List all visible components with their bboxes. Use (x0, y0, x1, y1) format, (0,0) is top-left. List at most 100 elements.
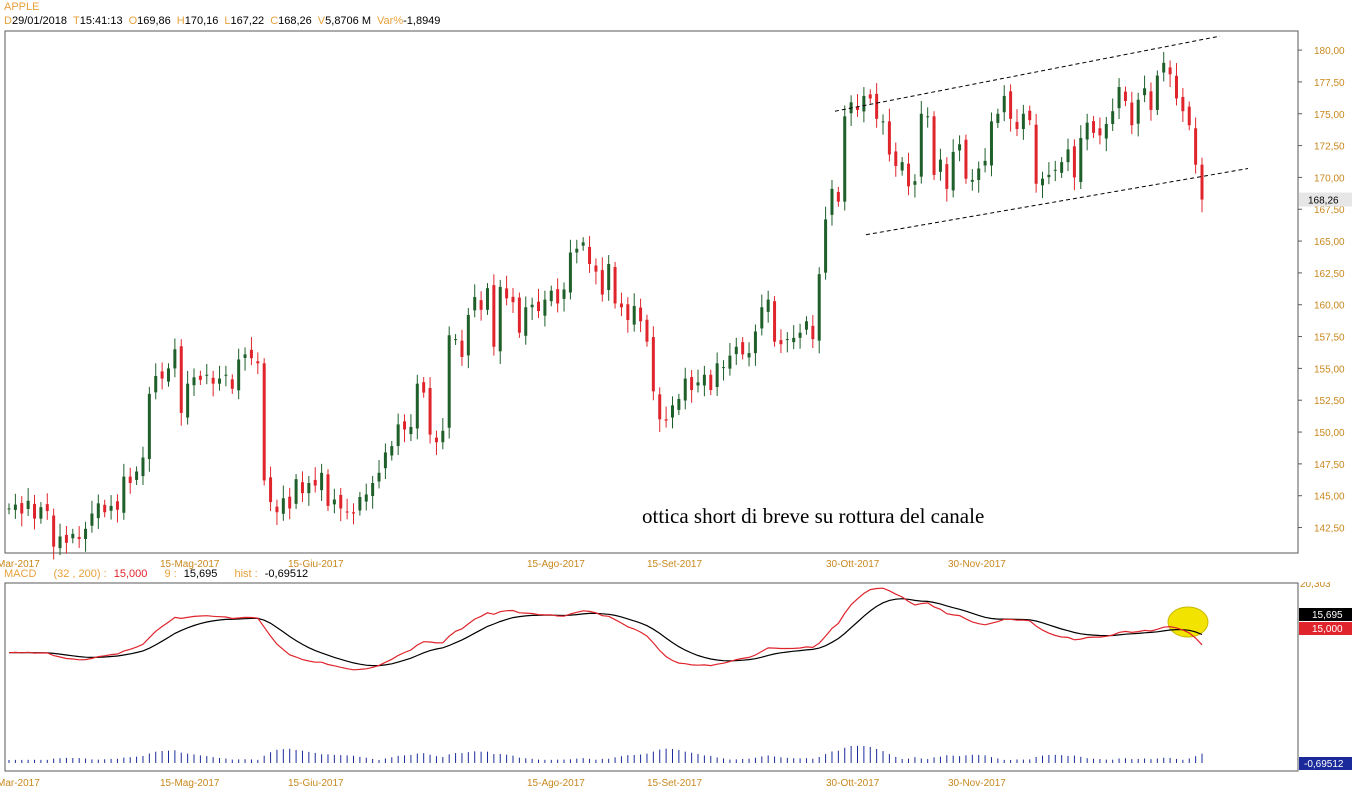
candle-body (383, 452, 387, 469)
candle-body (160, 371, 164, 379)
macd-value: 15,000 (113, 568, 148, 580)
candle (728, 342, 732, 376)
info-value: 168,26 (278, 15, 312, 27)
candle-body (122, 476, 126, 513)
price-tick-label: 175,00 (1314, 110, 1345, 121)
candle-body (77, 536, 81, 539)
candle (186, 370, 190, 425)
candle (894, 142, 898, 177)
macd-date-axis: Mar-2017 15-Mag-2017 15-Giu-2017 15-Ago-201… (0, 778, 1006, 789)
candle-body (498, 286, 502, 352)
candle (977, 161, 981, 193)
candle-body (1143, 88, 1147, 96)
candle-body (256, 361, 260, 364)
candle-body (1174, 75, 1178, 99)
info-value: 167,22 (230, 15, 265, 27)
info-key: T (73, 15, 80, 27)
candle-body (1162, 62, 1166, 73)
candle-body (218, 378, 222, 384)
candle-body (575, 248, 579, 253)
candle-body (1015, 121, 1019, 130)
candle (505, 275, 509, 306)
candle (1174, 63, 1178, 106)
candle (607, 255, 611, 301)
candle (1136, 92, 1140, 137)
candle-body (549, 290, 553, 302)
candle (702, 365, 706, 397)
candle (249, 337, 253, 366)
info-value: -1,8949 (403, 15, 441, 27)
candle-body (262, 363, 266, 481)
candle-body (485, 288, 489, 310)
candle (722, 360, 726, 381)
candle (262, 358, 266, 486)
macd-label: MACD (4, 568, 37, 580)
candle (1123, 86, 1127, 107)
candle (485, 283, 489, 315)
candle-body (1155, 75, 1159, 110)
candle (900, 157, 904, 176)
candle-body (13, 504, 17, 510)
candle-body (779, 340, 783, 345)
candle-body (989, 121, 993, 166)
candle-body (919, 113, 923, 177)
candle-body (626, 304, 630, 321)
candle (211, 370, 215, 397)
candle (409, 414, 413, 442)
candle (1168, 60, 1172, 88)
price-chart[interactable]: 142,50 145,00 147,50 150,00 152,50 155,00 157,… (0, 30, 1352, 570)
candle-body (313, 479, 317, 486)
candle (741, 337, 745, 360)
info-key: O (128, 15, 138, 27)
candle (1053, 160, 1057, 182)
candle (549, 285, 553, 307)
candle-body (760, 307, 764, 329)
price-tick-label: 172,50 (1314, 142, 1345, 153)
price-date-label: 15-Ago-2017 (527, 559, 585, 570)
price-date-label: 15-Mag-2017 (160, 559, 220, 570)
candle (773, 296, 777, 347)
macd-date-label: Mar-2017 (0, 778, 40, 789)
macd-date-label: 30-Nov-2017 (948, 778, 1006, 789)
candle (307, 475, 311, 506)
candle (594, 258, 598, 285)
candle-body (728, 355, 732, 369)
candle-body (128, 476, 132, 483)
candle (530, 297, 534, 321)
candle-body (173, 349, 177, 369)
candle-body (766, 299, 770, 312)
candle (658, 387, 662, 433)
candle-body (371, 482, 375, 496)
candle-body (1194, 128, 1198, 165)
info-value: 29/01/2018 (11, 15, 68, 27)
signal-value-box-label: 15,695 (1312, 610, 1343, 621)
candle (696, 369, 700, 393)
candle (358, 491, 362, 516)
signal-value: 15,695 (183, 568, 218, 580)
candle (71, 528, 75, 544)
candle-body (1085, 122, 1089, 140)
candle (237, 348, 241, 400)
info-value: 15:41:13 (79, 15, 123, 27)
candle (798, 323, 802, 349)
candle-body (1168, 67, 1172, 75)
candle-body (792, 337, 796, 343)
candle (479, 291, 483, 321)
candle (913, 174, 917, 198)
candle-body (1130, 102, 1134, 126)
trend-channel (834, 35, 1249, 236)
candle-body (281, 498, 285, 514)
candle (683, 367, 687, 410)
macd-panel[interactable]: 20,303 15,695 15,000 -0,69512 Mar-2017 15-Ma… (0, 582, 1352, 800)
candle (434, 430, 438, 455)
candle-body (600, 270, 604, 295)
candle-body (396, 424, 400, 447)
candle (951, 139, 955, 198)
candle-body (690, 377, 694, 391)
candle-body (352, 512, 356, 514)
candle (1104, 116, 1108, 152)
candle (58, 523, 62, 556)
candle (568, 239, 572, 300)
candle (651, 326, 655, 401)
price-tick-label: 142,50 (1314, 524, 1345, 535)
